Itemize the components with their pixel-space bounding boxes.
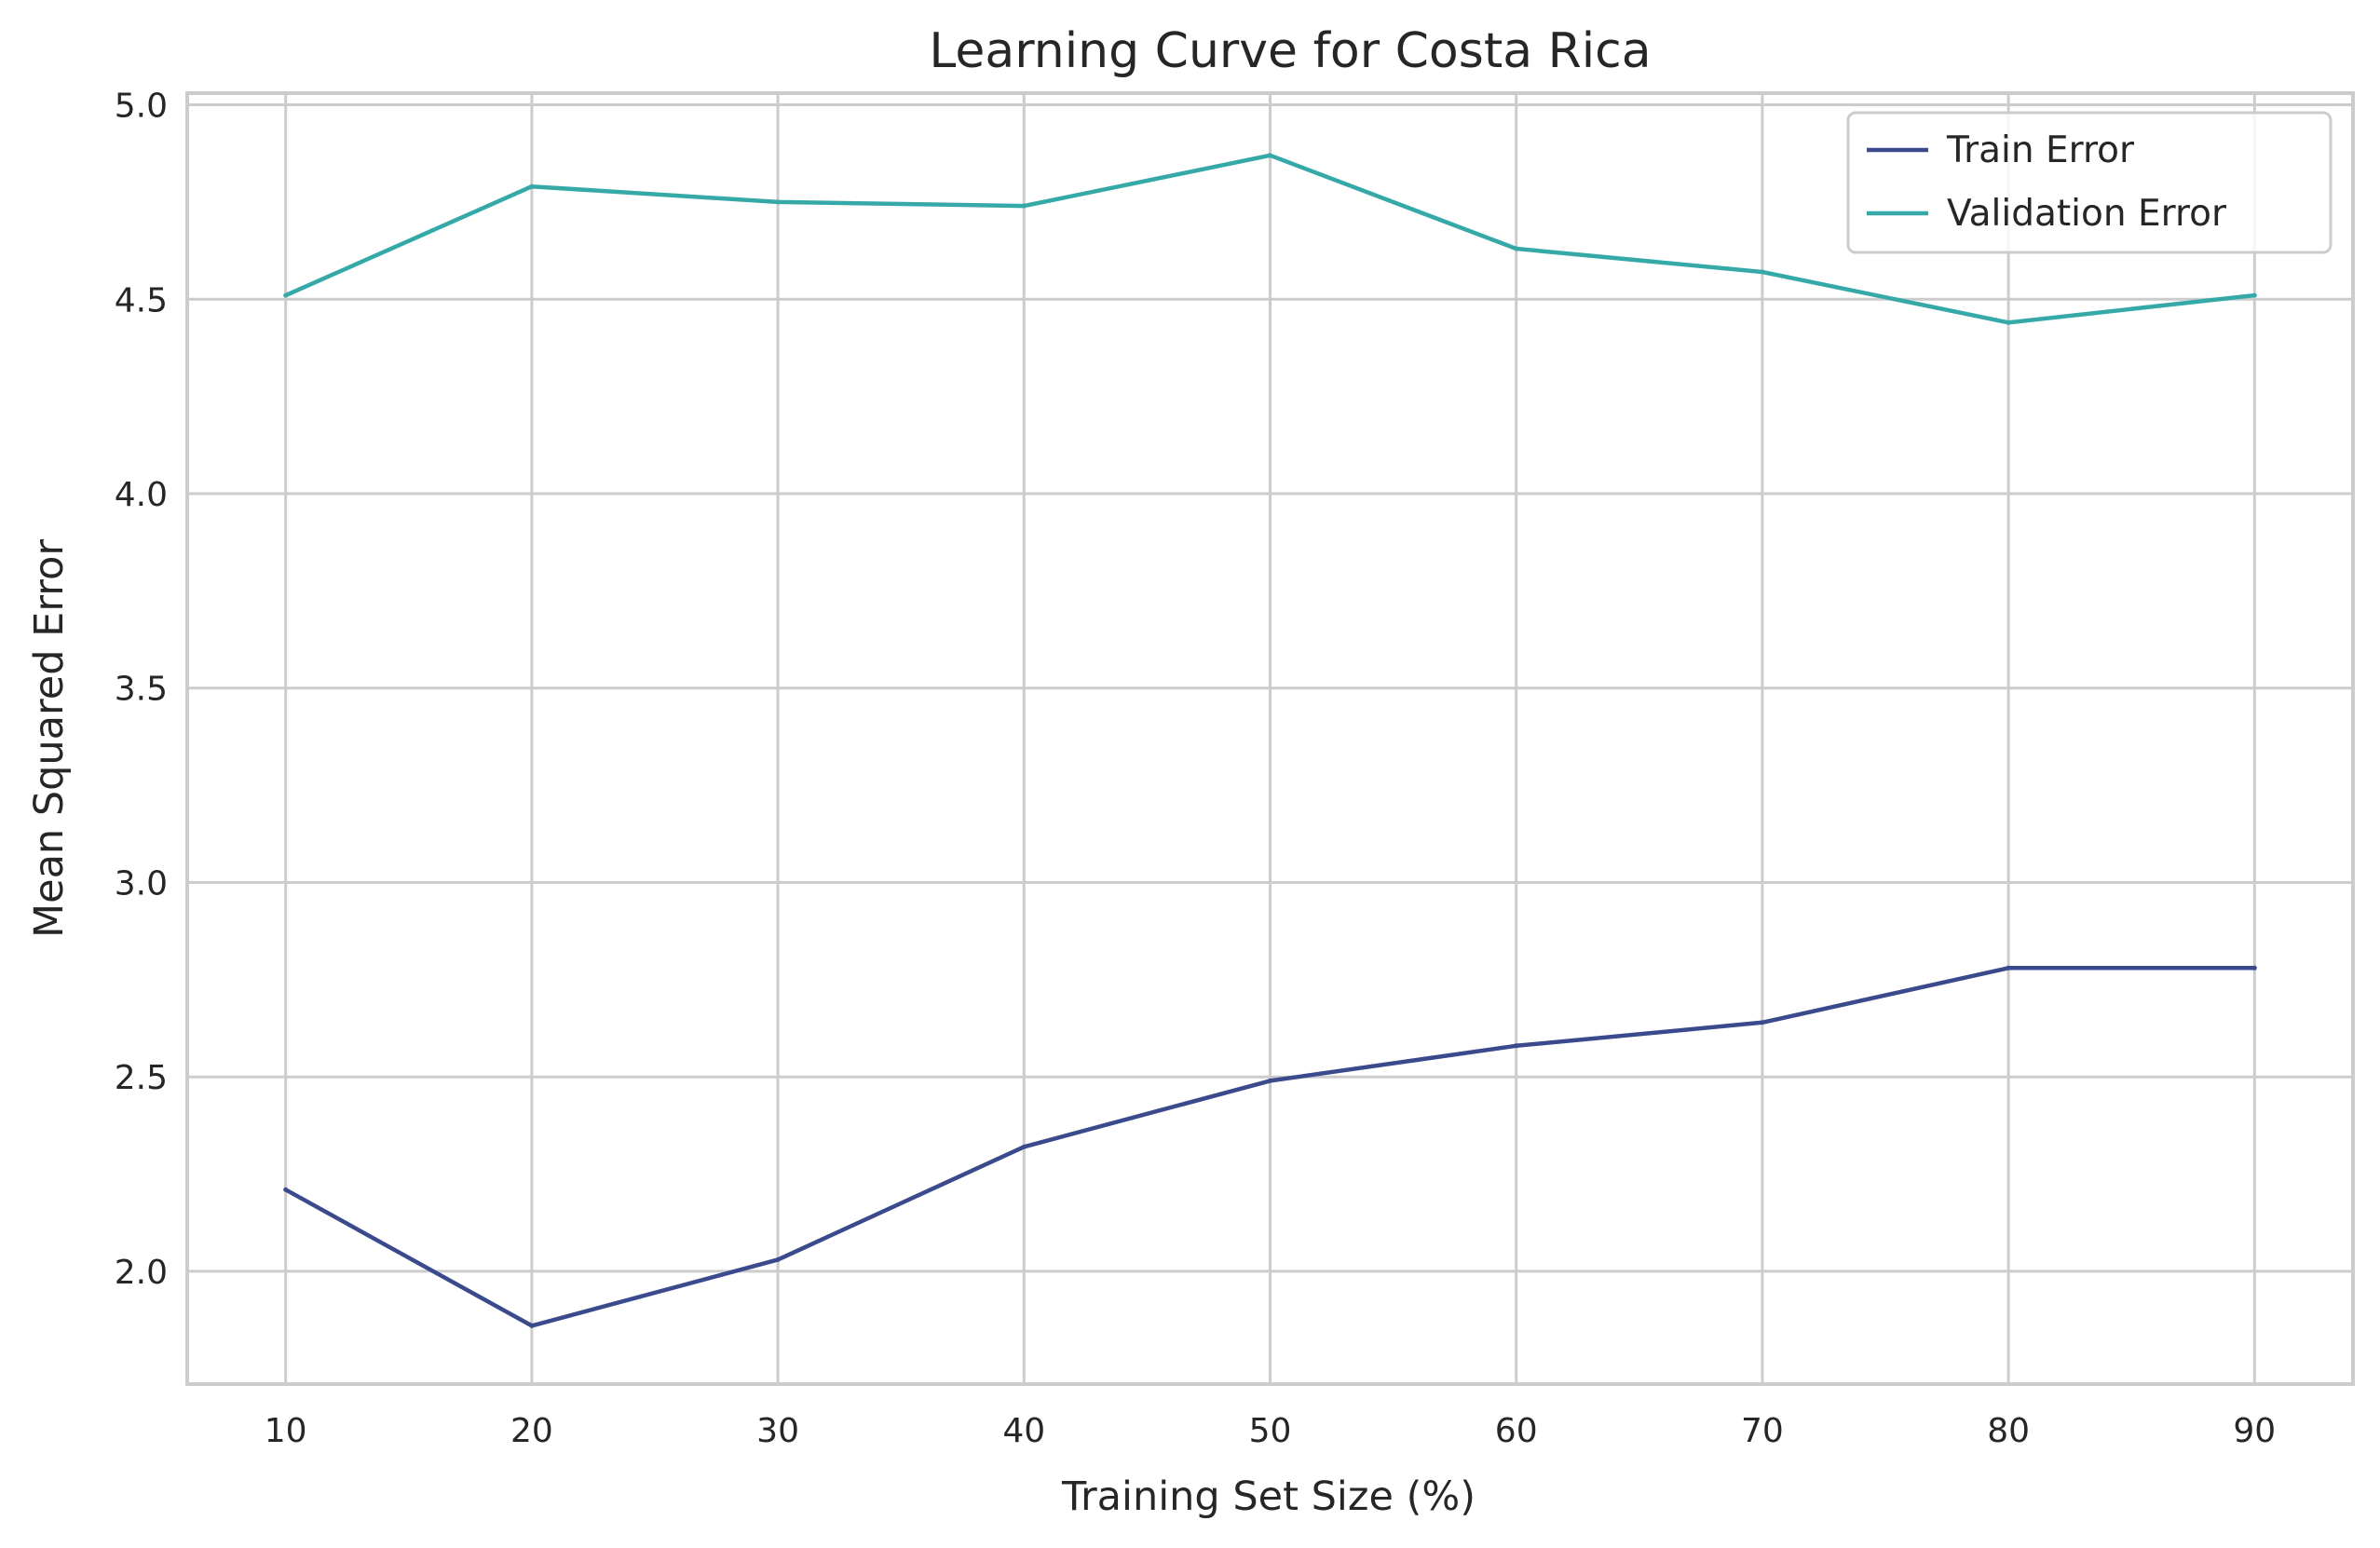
data-point-train-error xyxy=(2006,965,2011,971)
data-point-validation-error xyxy=(2006,319,2011,325)
plot-frame xyxy=(185,91,2355,1386)
y-tick-label: 2.5 xyxy=(115,1059,168,1097)
x-tick-label: 90 xyxy=(2233,1412,2276,1450)
data-point-train-error xyxy=(529,1323,535,1328)
y-axis-label: Mean Squared Error xyxy=(26,539,73,938)
legend-label-validation-error: Validation Error xyxy=(1947,193,2227,235)
data-point-train-error xyxy=(1760,1020,1765,1025)
data-point-validation-error xyxy=(2251,292,2257,298)
chart-title: Learning Curve for Costa Rica xyxy=(929,23,1651,79)
y-tick-label: 3.0 xyxy=(115,864,168,903)
x-tick-label: 10 xyxy=(265,1412,307,1450)
legend-box xyxy=(1846,111,2332,254)
x-tick-label: 70 xyxy=(1741,1412,1784,1450)
data-point-validation-error xyxy=(1021,203,1027,209)
grid-layer xyxy=(187,93,2353,1384)
y-tick-label: 3.5 xyxy=(115,671,168,709)
y-tick-label: 5.0 xyxy=(115,88,168,126)
x-tick-label: 20 xyxy=(510,1412,553,1450)
x-tick-label: 60 xyxy=(1495,1412,1538,1450)
x-tick-label: 30 xyxy=(756,1412,799,1450)
y-tick-label: 2.0 xyxy=(115,1254,168,1292)
data-point-validation-error xyxy=(1268,153,1272,158)
data-point-validation-error xyxy=(529,183,535,189)
data-point-train-error xyxy=(775,1256,781,1262)
data-point-train-error xyxy=(2251,965,2257,971)
data-point-train-error xyxy=(1021,1144,1027,1149)
data-point-train-error xyxy=(283,1187,289,1192)
x-tick-label: 40 xyxy=(1002,1412,1045,1450)
tick-label-layer: 10 20 30 40 50 60 70 80 90 2.0 2.5 3.0 3.5 4.0 4.5 5.0 xyxy=(115,88,2276,1450)
data-point-validation-error xyxy=(283,292,289,298)
data-point-validation-error xyxy=(1760,269,1765,275)
data-point-validation-error xyxy=(775,199,781,205)
series-layer xyxy=(283,153,2257,1328)
y-tick-label: 4.5 xyxy=(115,281,168,319)
data-point-validation-error xyxy=(1514,246,1519,251)
legend-label-train-error: Train Error xyxy=(1946,129,2135,171)
data-point-train-error xyxy=(1268,1078,1272,1083)
y-tick-label: 4.0 xyxy=(115,476,168,514)
x-tick-label: 50 xyxy=(1249,1412,1292,1450)
data-point-train-error xyxy=(1514,1043,1519,1049)
x-axis-label: Training Set Size (%) xyxy=(1061,1473,1476,1520)
legend: Train Error Validation Error xyxy=(1846,111,2332,254)
x-tick-label: 80 xyxy=(1987,1412,2030,1450)
